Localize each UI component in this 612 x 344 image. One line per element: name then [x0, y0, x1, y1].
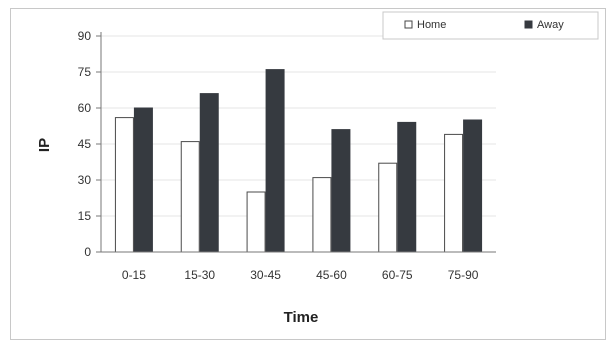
x-tick-label: 30-45 [250, 268, 281, 282]
y-tick-label: 90 [78, 29, 92, 43]
legend: Home Away [382, 11, 599, 40]
bar-away-15-30 [199, 93, 219, 253]
y-tick-label: 75 [78, 65, 92, 79]
bar-away-60-75 [397, 121, 417, 253]
y-tick-label: 30 [78, 173, 92, 187]
y-tick-label: 15 [78, 209, 92, 223]
y-tick-label: 60 [78, 101, 92, 115]
legend-swatch-away [524, 20, 533, 29]
axes [96, 32, 496, 253]
y-tick-label: 45 [78, 137, 92, 151]
gridlines [101, 35, 496, 217]
x-axis-title: Time [284, 309, 319, 326]
y-axis-title: IP [36, 138, 53, 152]
x-tick-label: 15-30 [184, 268, 215, 282]
bar-home-30-45 [246, 191, 266, 253]
bar-away-30-45 [265, 69, 285, 253]
bar-away-75-90 [463, 119, 483, 253]
legend-box [382, 11, 599, 40]
legend-label-away: Away [537, 19, 564, 31]
bar-home-0-15 [114, 117, 134, 253]
chart-frame [10, 8, 606, 340]
y-tick-label: 0 [84, 245, 91, 259]
bar-home-15-30 [180, 141, 200, 253]
legend-swatch-home [404, 20, 413, 29]
bars [114, 69, 483, 253]
x-tick-label: 45-60 [316, 268, 347, 282]
bar-away-0-15 [133, 107, 153, 253]
x-tick-label: 60-75 [382, 268, 413, 282]
legend-label-home: Home [417, 19, 446, 31]
bar-home-75-90 [444, 133, 464, 253]
bar-home-45-60 [312, 177, 332, 253]
x-tick-label: 0-15 [122, 268, 146, 282]
tick-labels: 0 15 30 45 60 75 90 0-15 15-30 30-45 45-60 60-75 75-… [78, 29, 479, 282]
bar-away-45-60 [331, 129, 351, 253]
bar-home-60-75 [378, 162, 398, 253]
x-tick-label: 75-90 [448, 268, 479, 282]
